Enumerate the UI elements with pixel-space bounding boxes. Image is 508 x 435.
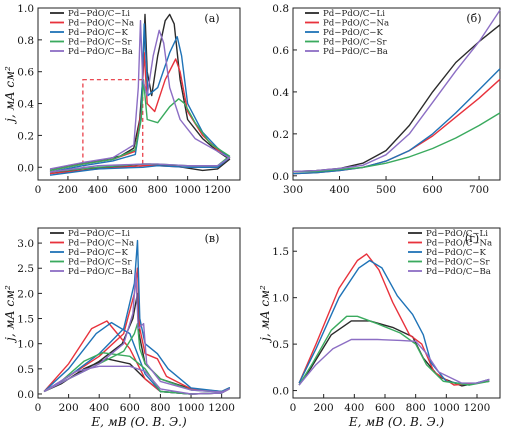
series-line-Pd−PdO/C−K: [43, 239, 230, 395]
y-tick-label: 2.5: [17, 263, 34, 275]
legend-entry: Pd−PdO/C−Li: [323, 9, 385, 19]
y-axis-label: j, мА см²: [3, 66, 17, 125]
x-tick-label: 500: [376, 184, 396, 196]
x-tick-label: 700: [469, 184, 489, 196]
y-tick-label: 0.2: [17, 130, 34, 142]
x-axis-label: E, мВ (О. В. Э.): [90, 415, 187, 429]
series-line-Pd−PdO/C−Ba: [298, 338, 490, 386]
x-tick-label: 600: [120, 402, 140, 414]
panel-label: (в): [205, 232, 220, 245]
series-line-Pd−PdO/C−K: [298, 259, 490, 386]
y-tick-label: 1.0: [17, 3, 34, 15]
y-tick-label: 0.5: [272, 339, 289, 351]
x-tick-label: 400: [344, 402, 364, 414]
y-axis-label: j, мА см²: [258, 285, 272, 344]
legend-entry: Pd−PdO/C−Ba: [426, 267, 491, 277]
y-tick-label: 0.5: [17, 364, 34, 376]
x-tick-label: 600: [118, 184, 138, 196]
y-tick-label: 0.6: [17, 67, 34, 79]
y-tick-label: 0.0: [272, 386, 289, 398]
series-line-Pd−PdO/C−Ba: [43, 272, 230, 395]
legend-entry: Pd−PdO/C−Li: [68, 229, 130, 239]
x-tick-label: 800: [150, 402, 170, 414]
series-line-Pd−PdO/C−Sr: [293, 112, 501, 173]
y-tick-label: 0.4: [17, 99, 34, 111]
legend-entry: Pd−PdO/C−Na: [426, 239, 492, 249]
y-tick-label: 1.5: [272, 246, 289, 258]
y-tick-label: 0.2: [272, 129, 289, 141]
legend-entry: Pd−PdO/C−K: [323, 28, 383, 38]
legend-entry: Pd−PdO/C−Li: [68, 9, 130, 19]
y-tick-label: 0.0: [17, 162, 34, 174]
x-tick-label: 800: [406, 402, 426, 414]
legend-entry: Pd−PdO/C−Sr: [426, 258, 490, 268]
legend-entry: Pd−PdO/C−Na: [323, 19, 389, 29]
y-tick-label: 2.0: [17, 288, 34, 300]
x-tick-label: 0: [35, 184, 42, 196]
legend-entry: Pd−PdO/C−K: [426, 248, 486, 258]
legend-entry: Pd−PdO/C−Li: [426, 229, 488, 239]
x-tick-label: 0: [290, 402, 297, 414]
series-line-Pd−PdO/C−Na: [292, 78, 501, 175]
plot-frame-3: [292, 227, 501, 399]
series-line-Pd−PdO/C−Sr: [298, 315, 490, 386]
y-tick-label: 0.8: [272, 3, 289, 15]
y-tick-label: 0.6: [272, 45, 289, 57]
y-axis-label: j, мА см²: [3, 285, 17, 344]
legend-entry: Pd−PdO/C−Sr: [68, 38, 132, 48]
series-line-Pd−PdO/C−K: [292, 68, 501, 175]
x-tick-label: 1000: [433, 402, 460, 414]
x-tick-label: 1000: [178, 402, 205, 414]
x-tick-label: 400: [89, 402, 109, 414]
x-tick-label: 1200: [208, 402, 235, 414]
y-tick-label: 0.0: [17, 389, 34, 401]
series-line-Pd−PdO/C−Na: [298, 253, 490, 386]
x-axis-label: E, мВ (О. В. Э.): [348, 415, 445, 429]
plot-frame-0: [37, 7, 241, 181]
y-tick-label: 1.0: [17, 339, 34, 351]
x-tick-label: 1200: [464, 402, 491, 414]
x-tick-label: 600: [375, 402, 395, 414]
legend-entry: Pd−PdO/C−K: [68, 28, 128, 38]
legend-entry: Pd−PdO/C−Na: [68, 19, 134, 29]
panel-label: (б): [466, 12, 481, 25]
panel-label: (а): [204, 12, 219, 25]
x-tick-label: 200: [314, 402, 334, 414]
legend-entry: Pd−PdO/C−K: [68, 248, 128, 258]
legend-entry: Pd−PdO/C−Na: [68, 239, 134, 249]
y-tick-label: 0.4: [272, 87, 289, 99]
x-tick-label: 800: [148, 184, 168, 196]
y-tick-label: 1.0: [272, 293, 289, 305]
x-tick-label: 400: [329, 184, 349, 196]
legend-entry: Pd−PdO/C−Sr: [323, 38, 387, 48]
panel-label: (г): [465, 232, 479, 245]
y-tick-label: 3.0: [17, 238, 34, 250]
zoom-region-box: [82, 79, 144, 168]
series-line-Pd−PdO/C−Sr: [49, 79, 231, 173]
series-line-Pd−PdO/C−Ba: [292, 9, 501, 173]
legend-entry: Pd−PdO/C−Ba: [323, 47, 388, 57]
plot-frame-2: [37, 227, 241, 399]
legend-entry: Pd−PdO/C−Ba: [68, 47, 133, 57]
x-tick-label: 300: [283, 184, 303, 196]
x-tick-label: 1200: [204, 184, 231, 196]
y-tick-label: 0.0: [272, 171, 289, 183]
legend-entry: Pd−PdO/C−Ba: [68, 267, 133, 277]
x-tick-label: 400: [88, 184, 108, 196]
series-line-Pd−PdO/C−Li: [298, 320, 490, 387]
legend-entry: Pd−PdO/C−Sr: [68, 258, 132, 268]
x-tick-label: 0: [35, 402, 42, 414]
series-line-Pd−PdO/C−Ba: [49, 20, 231, 173]
y-tick-label: 0.8: [17, 35, 34, 47]
x-tick-label: 600: [423, 184, 443, 196]
x-tick-label: 1000: [174, 184, 201, 196]
x-tick-label: 200: [59, 402, 79, 414]
plot-frame-1: [292, 7, 501, 181]
x-tick-label: 200: [58, 184, 78, 196]
y-tick-label: 1.5: [17, 314, 34, 326]
